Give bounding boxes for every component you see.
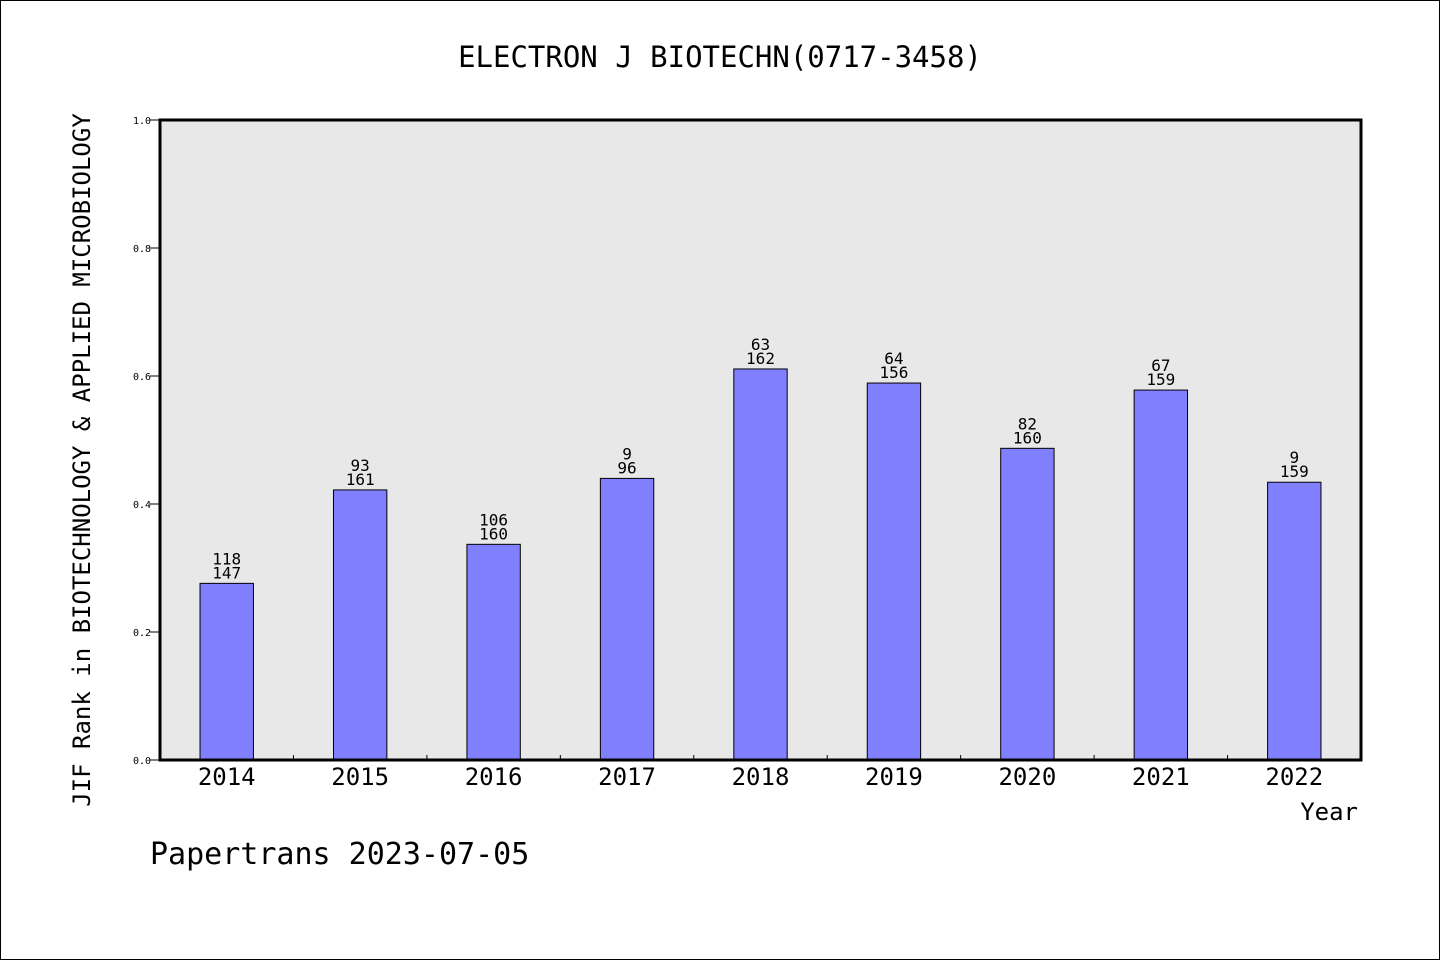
bar-2018 <box>733 368 788 761</box>
bar-rank-label: 82 <box>1018 414 1037 433</box>
y-tick-label: 1.0 <box>133 116 151 127</box>
footer-text: Papertrans 2023-07-05 <box>150 837 529 872</box>
x-tick-label: 2022 <box>1265 763 1323 791</box>
x-tick-label: 2016 <box>465 763 523 791</box>
bar-2017 <box>599 477 655 761</box>
bar-total-label: 96 <box>617 458 636 477</box>
bar-rank-label: 63 <box>751 335 770 354</box>
y-tick-label: 0.0 <box>133 756 151 767</box>
chart-title: ELECTRON J BIOTECHN(0717-3458) <box>458 40 982 74</box>
x-tick-label: 2014 <box>198 763 256 791</box>
x-tick-label: 2015 <box>331 763 389 791</box>
bar-rank-label: 67 <box>1151 356 1170 375</box>
x-tick-label: 2019 <box>865 763 923 791</box>
bars <box>199 368 1322 761</box>
bar-rank-label: 64 <box>884 349 903 368</box>
bar-total-label: 160 <box>1013 428 1042 447</box>
bar-total-label: 147 <box>212 563 241 582</box>
bar-2016 <box>466 543 521 761</box>
y-tick-label: 0.6 <box>133 372 151 383</box>
bar-2015 <box>332 489 388 761</box>
x-axis-label: Year <box>1300 798 1358 826</box>
x-tick-label: 2020 <box>998 763 1056 791</box>
bar-rank-label: 93 <box>351 456 370 475</box>
bar-2022 <box>1267 481 1322 761</box>
bar-rank-label: 9 <box>622 444 632 463</box>
plot-frame <box>158 118 1363 762</box>
bar-total-label: 160 <box>479 524 508 543</box>
bar-rank-label: 106 <box>479 510 508 529</box>
bar-total-label: 156 <box>879 363 908 382</box>
y-tick-label: 0.4 <box>133 500 151 511</box>
x-axis: 2014 2015 2016 2017 2018 2019 2020 2021 2022 <box>198 755 1323 791</box>
y-tick-label: 0.2 <box>133 628 151 639</box>
y-axis-label: JIF Rank in BIOTECHNOLOGY & APPLIED MICR… <box>68 113 96 807</box>
x-tick-label: 2021 <box>1132 763 1190 791</box>
x-tick-label: 2018 <box>732 763 790 791</box>
bar-2014 <box>199 582 254 761</box>
bar-rank-label: 118 <box>212 549 241 568</box>
y-axis: 0.0 0.2 0.4 0.6 0.8 1.0 <box>133 116 160 767</box>
bar-total-label: 161 <box>346 470 375 489</box>
bar-total-label: 162 <box>746 349 775 368</box>
bar-2020 <box>1000 447 1055 761</box>
bar-total-label: 159 <box>1146 370 1175 389</box>
bar-total-label: 159 <box>1280 462 1309 481</box>
x-tick-label: 2017 <box>598 763 656 791</box>
y-tick-label: 0.8 <box>133 244 151 255</box>
bar-rank-label: 9 <box>1289 448 1299 467</box>
bar-2019 <box>866 382 922 761</box>
bar-2021 <box>1133 389 1189 761</box>
